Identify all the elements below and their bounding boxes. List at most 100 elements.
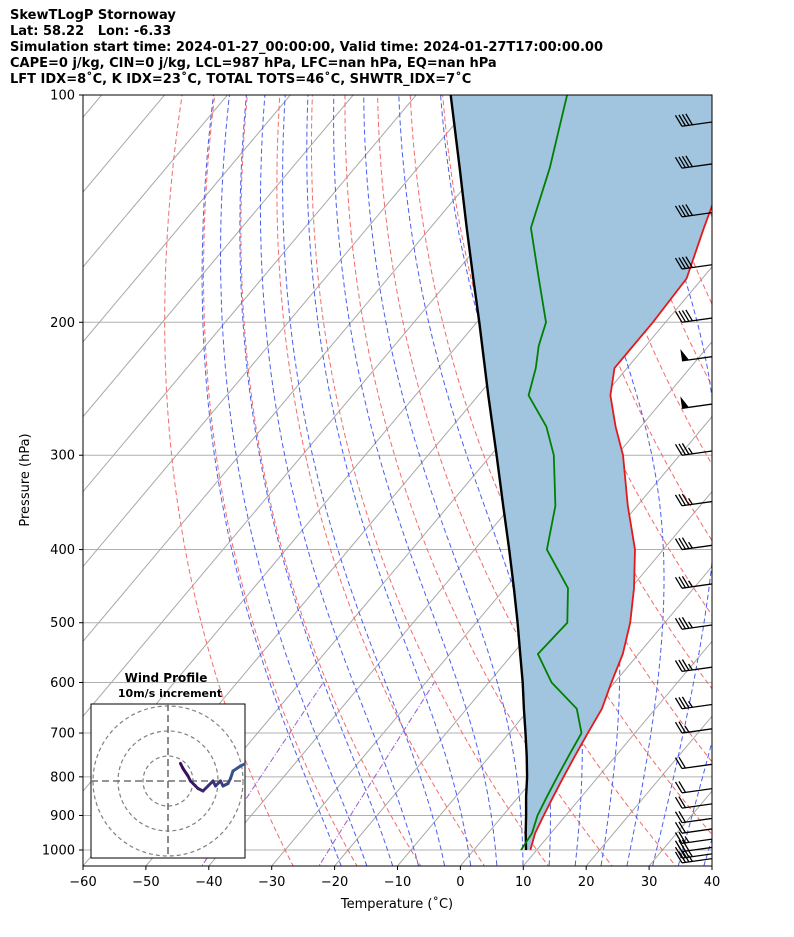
dry-adiabat-10 [311,95,549,866]
moist-adiabat--4 [259,95,420,866]
wind-barb-13 [674,575,712,589]
barb-pennant [680,396,689,409]
barb-flag [678,756,687,769]
y-axis-ticks: 100 200 300 400 500 600 700 800 900 1000 [42,89,83,859]
barb-flag [681,696,690,709]
barb-flag [678,156,687,169]
barb-flag [674,494,683,507]
barb-flag [681,617,690,629]
wind-barb-21 [674,204,712,218]
time-line: Simulation start time: 2024-01-27_00:00:… [10,40,603,55]
barb-flag [681,850,690,863]
barb-half-flag [688,700,693,708]
dry-adiabat-140 [731,78,794,881]
barb-flag [674,257,683,270]
barb-flag [674,781,683,794]
dry-adiabat-20 [344,95,613,866]
index-line: LFT IDX=8˚C, K IDX=23˚C, TOTAL TOTS=46˚C… [10,72,472,87]
barb-flag [678,781,687,793]
isotherm-20 [585,715,712,866]
x-tick-label: 40 [704,875,721,890]
isotherm-10 [522,640,712,866]
hodograph-segment [231,764,242,773]
y-tick-label: 1000 [42,844,75,859]
isotherm--20 [333,415,712,866]
barb-flag [674,721,683,734]
dry-adiabat-50 [442,95,712,763]
barb-flag [674,846,683,859]
barb-flag [678,810,687,823]
barb-half-flag [688,498,693,505]
x-tick-label: 10 [515,875,532,890]
dry-adiabat--30 [164,95,294,866]
y-tick-label: 600 [50,676,75,691]
chart-header: SkewTLogP Stornoway Lat: 58.22 Lon: -6.3… [10,8,603,88]
barb-flag [674,311,683,323]
x-tick-label: 20 [578,875,595,890]
y-tick-label: 100 [50,89,75,104]
barb-flag [678,831,687,844]
barb-flag [681,310,690,322]
isotherm-50 [762,78,794,881]
x-axis-label: Temperature (˚C) [340,896,453,912]
barb-flag [681,575,690,588]
wind-barb-15 [674,493,712,507]
barb-half-flag [688,580,693,588]
isotherm--10 [396,490,712,866]
barb-flag [685,113,693,126]
dry-adiabat-0 [276,95,486,866]
isotherm--100 [83,95,480,568]
wind-barb-10 [674,696,712,710]
hodograph-title: Wind Profile [125,671,208,685]
isotherm-40 [711,865,712,866]
x-tick-label: −40 [195,875,222,890]
hodograph-subtitle: 10m/s increment [118,687,222,700]
dry-adiabat-150 [763,78,794,881]
barb-flag [674,840,683,852]
moist-adiabat--12 [220,95,368,866]
barb-flag [678,537,687,550]
isotherm--140 [83,95,229,268]
y-tick-label: 500 [50,616,75,631]
barb-flag [678,576,687,589]
barb-flag [685,256,693,268]
barb-flag [674,821,683,834]
location-line: Lat: 58.22 Lon: -6.33 [10,24,172,39]
barb-flag [674,156,683,169]
y-tick-label: 800 [50,770,75,785]
dry-adiabat--10 [240,95,422,866]
barb-flag [674,697,683,710]
x-tick-label: −50 [132,875,159,890]
barb-flag [674,115,683,127]
wind-barb-4 [674,821,712,834]
dry-adiabat-130 [702,95,712,124]
barb-flag [678,721,687,733]
barb-flag [681,659,690,671]
barb-flag [678,796,687,808]
barb-flag [685,155,693,168]
barb-half-flag [688,621,693,629]
isotherm--90 [83,95,543,643]
barb-flag [681,155,690,168]
x-tick-label: −30 [258,875,285,890]
hodograph-segment [239,762,245,768]
barb-flag [681,493,690,506]
barb-flag [674,538,683,550]
moist-adiabat-0 [282,95,446,866]
dry-adiabat-90 [572,95,712,466]
barb-flag [685,309,693,322]
barb-flag [678,697,687,709]
barb-half-flag [684,836,690,843]
barb-flag [674,757,683,769]
barb-flag [678,617,687,630]
moist-adiabat--16 [201,95,342,866]
barb-flag [681,537,690,549]
y-tick-label: 200 [50,316,75,331]
isotherm--130 [83,95,291,343]
barb-flag [681,443,690,455]
x-tick-label: −10 [384,875,411,890]
barb-flag [681,114,690,126]
moist-adiabat-36 [677,739,712,866]
barb-flag [678,114,687,127]
